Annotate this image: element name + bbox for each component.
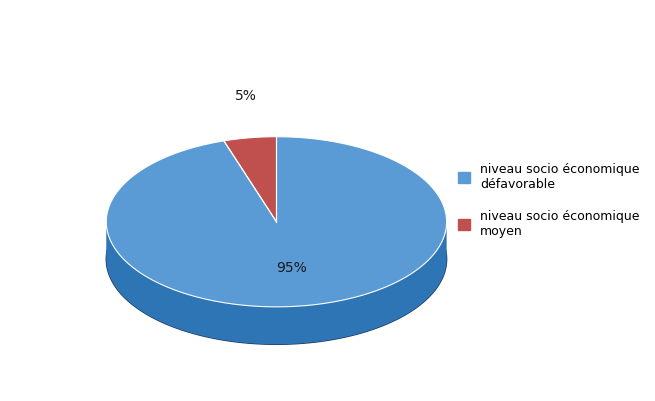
Text: 5%: 5%: [235, 89, 257, 103]
Polygon shape: [106, 222, 447, 344]
Polygon shape: [106, 174, 447, 344]
Legend: niveau socio économique
défavorable, niveau socio économique
moyen: niveau socio économique défavorable, niv…: [453, 158, 645, 243]
Text: 95%: 95%: [276, 261, 307, 275]
Polygon shape: [106, 137, 447, 307]
Polygon shape: [224, 137, 276, 222]
